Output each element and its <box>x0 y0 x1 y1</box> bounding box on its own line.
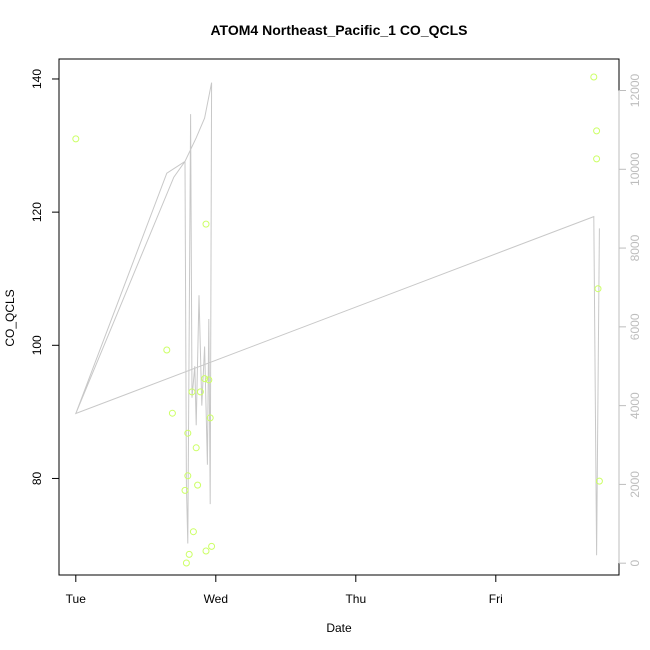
data-point <box>594 285 602 293</box>
y-axis-left: 80 100 120 140 <box>30 69 60 485</box>
data-point <box>182 559 190 567</box>
data-point <box>206 414 214 422</box>
data-point <box>181 486 189 494</box>
data-point <box>595 477 603 485</box>
x-tick-label: Tue <box>66 592 87 606</box>
series-layer <box>72 73 603 567</box>
chart-title: ATOM4 Northeast_Pacific_1 CO_QCLS <box>210 22 467 38</box>
y2-tick-label: 4000 <box>628 392 642 419</box>
y-axis-label: CO_QCLS <box>3 289 17 346</box>
data-point <box>168 409 176 417</box>
data-point <box>196 388 204 396</box>
plot-frame <box>58 58 620 576</box>
y2-tick-label: 10000 <box>628 152 642 186</box>
data-point <box>202 547 210 555</box>
data-point <box>185 550 193 558</box>
data-point <box>188 388 196 396</box>
y2-tick-label: 2000 <box>628 471 642 498</box>
data-point <box>194 481 202 489</box>
x-tick-label: Fri <box>489 592 503 606</box>
x-axis: Tue Wed Thu Fri <box>66 574 503 606</box>
x-tick-label: Wed <box>204 592 228 606</box>
data-point <box>205 376 213 384</box>
y-tick-label: 80 <box>30 471 44 485</box>
data-point <box>72 135 80 143</box>
data-point <box>184 429 192 437</box>
data-point <box>202 220 210 228</box>
y-tick-label: 140 <box>30 69 44 89</box>
data-point <box>590 73 598 81</box>
data-point <box>184 472 192 480</box>
y2-tick-label: 6000 <box>628 313 642 340</box>
y2-tick-label: 12000 <box>628 74 642 108</box>
data-point <box>593 127 601 135</box>
x-axis-label: Date <box>326 621 352 635</box>
data-point <box>208 542 216 550</box>
y-tick-label: 120 <box>30 202 44 222</box>
data-point <box>192 444 200 452</box>
y2-tick-label: 0 <box>628 560 642 567</box>
data-point <box>201 375 209 383</box>
y-tick-label: 100 <box>30 335 44 355</box>
data-point <box>593 155 601 163</box>
y2-tick-label: 8000 <box>628 234 642 261</box>
series-line <box>74 82 600 556</box>
x-tick-label: Thu <box>345 592 366 606</box>
data-point <box>163 346 171 354</box>
data-point <box>189 528 197 536</box>
y-axis-right: 0 2000 4000 6000 8000 10000 12000 <box>618 74 642 567</box>
